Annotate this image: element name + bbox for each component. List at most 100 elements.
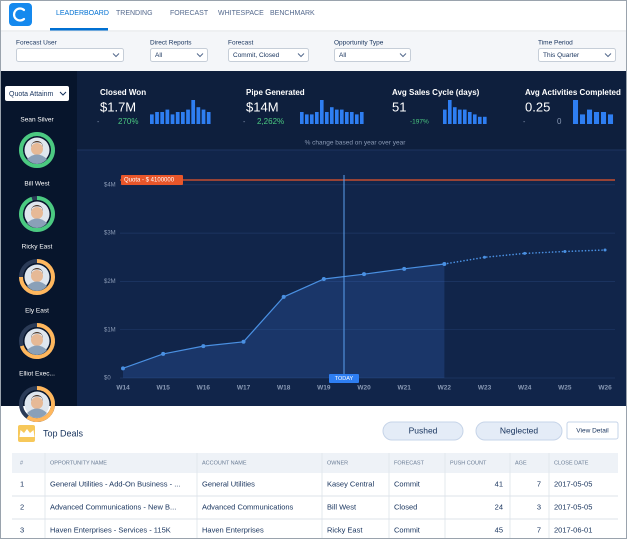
filter-select[interactable] (538, 48, 616, 62)
filter-button[interactable] (382, 421, 464, 441)
point (281, 294, 286, 299)
metric-change-sign: - (97, 119, 100, 126)
mini-bar (453, 107, 457, 124)
table-cell: 3 (537, 502, 541, 511)
nav-tab[interactable]: TRENDING (116, 10, 153, 17)
mini-bar (165, 109, 170, 124)
area (123, 264, 445, 378)
y-tick-label: $4M (104, 182, 116, 188)
mini-bar (468, 112, 472, 124)
column-header: OPPORTUNITY NAME (50, 460, 107, 466)
filter-select[interactable] (16, 48, 124, 62)
x-tick-label: W17 (237, 385, 251, 392)
metric-change-sign: - (523, 119, 526, 126)
metric-value: $1.7M (100, 99, 136, 114)
x-tick-label: W26 (598, 385, 612, 392)
x-tick-label: W14 (116, 385, 130, 392)
table-cell: 2017-05-05 (554, 502, 592, 511)
column-header: OWNER (327, 460, 348, 466)
filter-button-label: Neglected (500, 425, 539, 435)
filter-label: Direct Reports (150, 40, 192, 47)
chevron (297, 53, 305, 58)
mini-bar (360, 112, 364, 124)
x-tick-label: W23 (478, 385, 492, 392)
chevron (604, 53, 612, 58)
mini-bar (315, 112, 319, 124)
table-cell: Commit (394, 525, 421, 534)
filter-select[interactable] (228, 48, 309, 62)
nav-bar (0, 0, 627, 31)
mini-bar (483, 116, 487, 124)
x-tick-label: W15 (156, 385, 170, 392)
filter-label: Forecast User (16, 40, 58, 47)
point (442, 262, 446, 266)
agent-name: Ely East (25, 308, 49, 315)
mini-bar (594, 112, 600, 124)
nav-tab[interactable]: BENCHMARK (270, 10, 315, 17)
crown-glyph (19, 429, 35, 437)
point (321, 276, 326, 281)
y-tick-label: $1M (104, 327, 116, 333)
column-header: CLOSE DATE (554, 460, 589, 466)
table-cell: 2017-06-01 (554, 525, 592, 534)
metric-change: 2,262% (257, 117, 284, 126)
y-tick-label: $3M (104, 231, 116, 237)
metric-title: Pipe Generated (246, 88, 305, 97)
filter-label: Forecast (228, 40, 253, 47)
metric-title: Closed Won (100, 88, 146, 97)
mini-bar (300, 112, 304, 124)
quota-label: Quota - $ 4100000 (124, 178, 175, 184)
table-cell: 45 (495, 525, 503, 534)
filter-value: This Quarter (543, 52, 580, 59)
point (523, 251, 527, 255)
x-tick-label: W22 (438, 385, 452, 392)
agent-name: Bill West (24, 181, 49, 188)
x-tick-label: W25 (558, 385, 572, 392)
mini-bar (608, 114, 614, 124)
mini-bar (310, 114, 314, 124)
metric-change: 0 (557, 117, 562, 126)
mini-bar (443, 109, 447, 124)
filter-label: Opportunity Type (334, 40, 384, 47)
nav-tab[interactable]: FORECAST (170, 10, 209, 17)
x-tick-label: W19 (317, 385, 331, 392)
filter-button[interactable] (475, 421, 563, 441)
active-tab-underline (50, 28, 108, 31)
mini-bar (587, 109, 593, 124)
mini-bar (463, 109, 467, 124)
avatar-hair (31, 395, 43, 401)
table-cell: 7 (537, 479, 541, 488)
attainment-ring (26, 386, 56, 422)
agent-name: Sean Silver (20, 117, 54, 124)
table-cell: 41 (495, 479, 503, 488)
metric-change: -197% (410, 119, 429, 126)
logo-glyph (12, 7, 26, 22)
filter-select[interactable] (334, 48, 411, 62)
nav-tab[interactable]: WHITESPACE (218, 10, 264, 17)
top-deals-title: Top Deals (43, 428, 84, 438)
table-cell: 3 (20, 525, 24, 534)
x-tick-label: W24 (518, 385, 532, 392)
metric-change-sign: - (243, 119, 246, 126)
avatar-face (31, 334, 43, 346)
ranking-select[interactable] (5, 86, 69, 101)
table-cell: Bill West (327, 502, 357, 511)
mini-bar (206, 112, 211, 124)
nav-tab[interactable]: LEADERBOARD (56, 10, 109, 17)
column-header: PUSH COUNT (450, 460, 487, 466)
chevron (59, 91, 67, 96)
avatar-shirt (27, 154, 47, 164)
mini-bar (573, 100, 579, 124)
chevron (112, 53, 120, 58)
mini-bar (305, 114, 309, 124)
ranking-select-value: Quota Attainm (9, 91, 54, 98)
filter-select[interactable] (150, 48, 208, 62)
mini-bar (191, 100, 196, 124)
chart-panel (77, 150, 627, 406)
app-logo[interactable] (9, 3, 32, 26)
filter-value: Commit, Closed (233, 52, 280, 59)
filter-button[interactable] (566, 421, 619, 440)
table-header (12, 453, 618, 473)
metric-value: $14M (246, 99, 279, 114)
